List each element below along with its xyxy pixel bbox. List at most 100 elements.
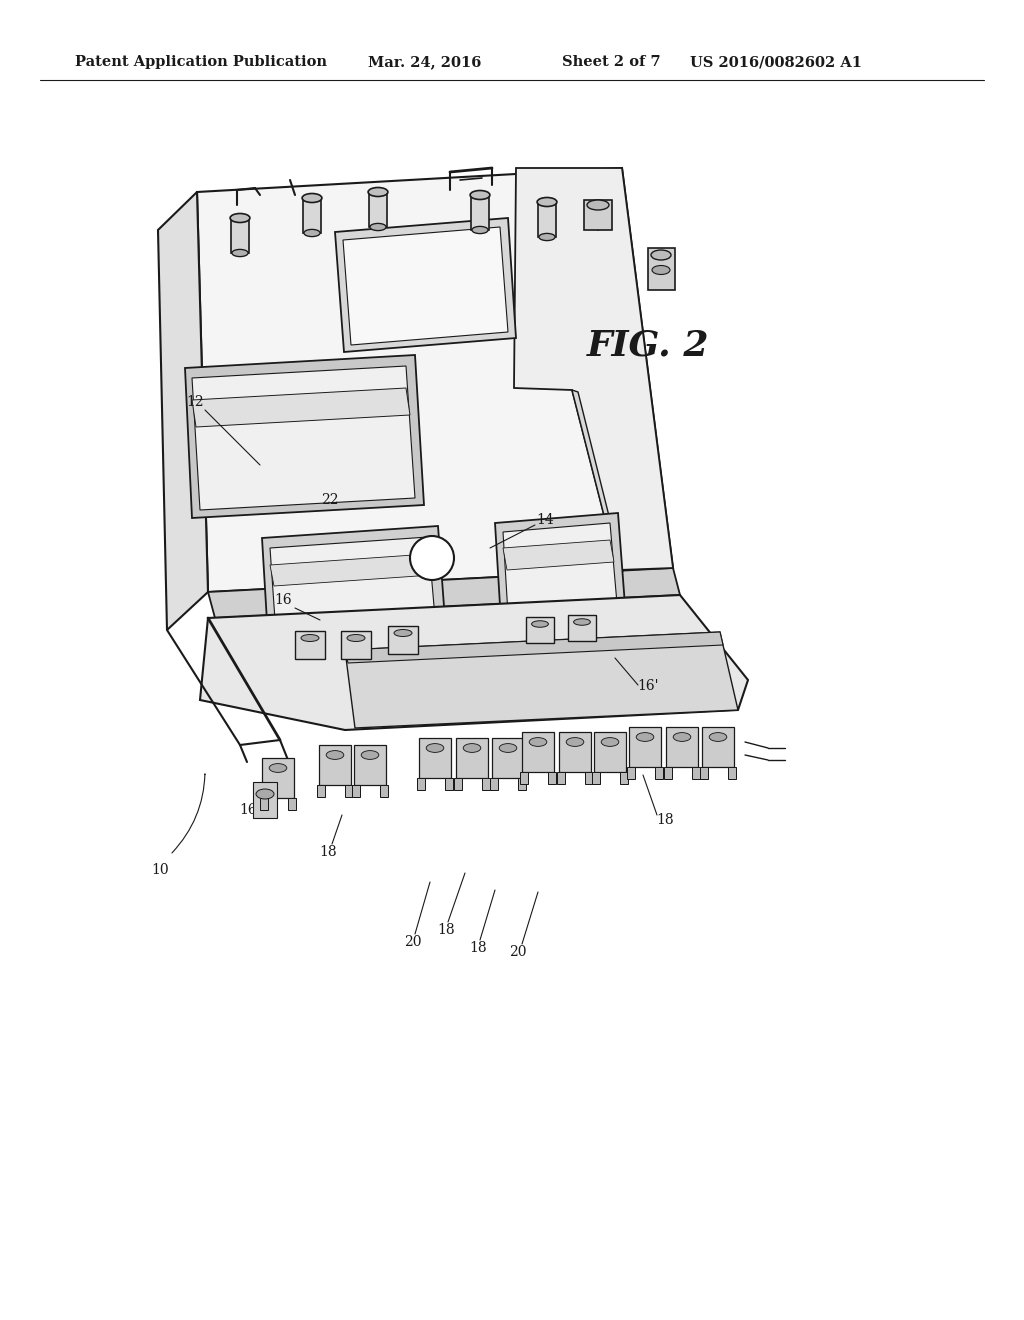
Polygon shape [655,767,663,779]
Polygon shape [568,615,596,642]
Polygon shape [700,767,708,779]
Polygon shape [158,191,208,630]
Polygon shape [592,772,600,784]
Polygon shape [345,632,723,663]
Ellipse shape [636,733,653,742]
Polygon shape [557,772,565,784]
Polygon shape [270,554,432,586]
Ellipse shape [256,789,274,799]
Ellipse shape [394,630,412,636]
Polygon shape [629,727,662,767]
Polygon shape [702,727,734,767]
Ellipse shape [301,635,319,642]
Polygon shape [262,525,449,672]
Polygon shape [369,191,387,227]
Text: Mar. 24, 2016: Mar. 24, 2016 [368,55,481,69]
Text: 18: 18 [469,941,486,954]
Ellipse shape [587,201,609,210]
Ellipse shape [566,738,584,746]
Ellipse shape [347,635,365,642]
Polygon shape [584,201,612,230]
Polygon shape [345,632,738,729]
Polygon shape [253,781,278,818]
Polygon shape [559,733,591,772]
Polygon shape [666,727,698,767]
Text: 14: 14 [537,513,554,527]
Ellipse shape [269,763,287,772]
Polygon shape [200,595,748,730]
Ellipse shape [368,187,388,197]
Polygon shape [417,777,425,789]
Polygon shape [526,616,554,643]
Ellipse shape [531,620,549,627]
Polygon shape [495,513,628,655]
Polygon shape [471,195,489,230]
Text: 20: 20 [404,935,422,949]
Polygon shape [503,523,620,647]
Ellipse shape [710,733,727,742]
Polygon shape [185,355,424,517]
Polygon shape [728,767,736,779]
Ellipse shape [472,227,488,234]
Polygon shape [514,168,673,570]
Polygon shape [354,744,386,785]
Polygon shape [262,758,294,799]
Ellipse shape [539,234,555,240]
Polygon shape [538,202,556,238]
Text: 16': 16' [637,678,658,693]
Polygon shape [231,218,249,253]
Text: 10: 10 [152,863,169,876]
Ellipse shape [651,249,671,260]
Polygon shape [208,568,680,618]
Ellipse shape [601,738,618,746]
Polygon shape [572,389,623,572]
Polygon shape [594,733,626,772]
Ellipse shape [426,743,443,752]
Ellipse shape [361,751,379,759]
Ellipse shape [463,743,481,752]
Text: 22: 22 [322,492,339,507]
Polygon shape [343,227,508,345]
Text: FIG. 2: FIG. 2 [587,327,710,362]
Text: 20: 20 [509,945,526,960]
Polygon shape [482,777,490,789]
Polygon shape [197,168,673,591]
Polygon shape [288,799,296,810]
Polygon shape [303,198,321,234]
Polygon shape [352,785,360,797]
Text: 18: 18 [437,923,455,937]
Ellipse shape [370,223,386,231]
Polygon shape [520,772,528,784]
Polygon shape [648,248,675,290]
Polygon shape [627,767,635,779]
Polygon shape [503,540,614,570]
Text: US 2016/0082602 A1: US 2016/0082602 A1 [690,55,862,69]
Text: 16: 16 [274,593,292,607]
Polygon shape [692,767,700,779]
Polygon shape [445,777,453,789]
Ellipse shape [327,751,344,759]
Ellipse shape [302,194,322,202]
Polygon shape [270,537,438,663]
Ellipse shape [529,738,547,746]
Polygon shape [380,785,388,797]
Text: 18: 18 [319,845,337,859]
Ellipse shape [500,743,517,752]
Text: Patent Application Publication: Patent Application Publication [75,55,327,69]
Ellipse shape [470,190,489,199]
Ellipse shape [538,198,557,206]
Polygon shape [341,631,371,659]
Ellipse shape [304,230,321,236]
Ellipse shape [230,214,250,223]
Polygon shape [492,738,524,777]
Polygon shape [319,744,351,785]
Polygon shape [490,777,498,789]
Polygon shape [193,388,410,426]
Circle shape [410,536,454,579]
Ellipse shape [652,265,670,275]
Polygon shape [522,733,554,772]
Text: 16: 16 [240,803,257,817]
Polygon shape [664,767,672,779]
Text: 12: 12 [186,395,204,409]
Polygon shape [454,777,462,789]
